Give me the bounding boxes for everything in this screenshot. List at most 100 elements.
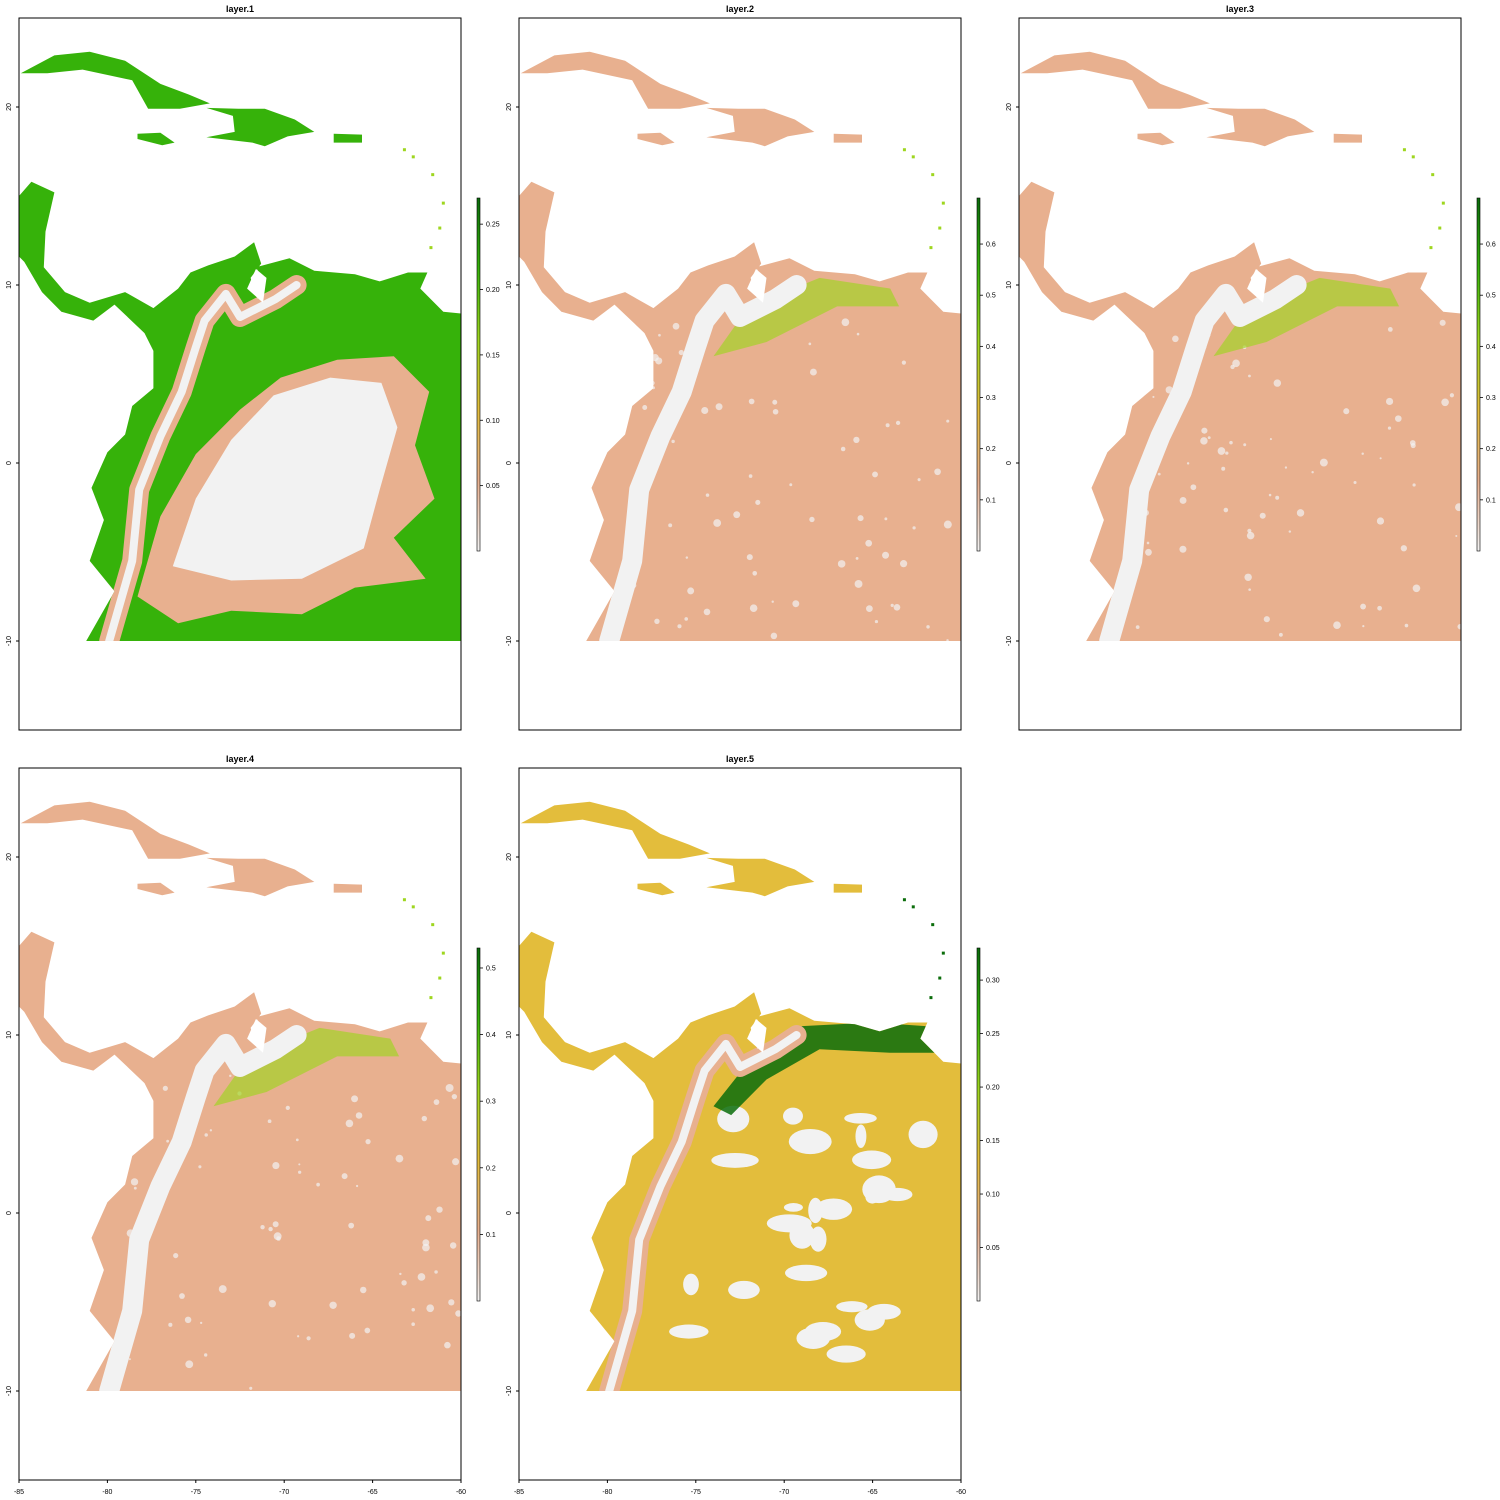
raster-speck	[668, 523, 673, 528]
raster-speck	[184, 1316, 192, 1324]
raster-speck	[771, 600, 774, 603]
raster-speck	[748, 398, 755, 405]
raster-speck	[872, 471, 878, 478]
land-raster	[19, 801, 461, 1391]
raster-speck	[857, 515, 864, 522]
lake-maracaibo	[747, 269, 767, 303]
raster-speck	[1248, 588, 1251, 591]
raster-speck	[316, 1182, 320, 1187]
raster-speck	[1361, 452, 1364, 455]
legend-tick-label: 0.25	[986, 1031, 1000, 1038]
raster-speck	[900, 560, 908, 568]
raster-speck	[421, 1115, 428, 1122]
y-tick-label: 20	[506, 103, 513, 111]
raster-low	[809, 1226, 827, 1252]
raster-low	[683, 1273, 699, 1296]
island-pixel	[431, 173, 435, 177]
raster-speck	[772, 408, 779, 415]
raster-low	[826, 1345, 866, 1363]
raster-speck	[1360, 603, 1367, 610]
island-pixel	[411, 905, 415, 909]
island-pixel	[938, 226, 942, 230]
raster-speck	[755, 499, 761, 505]
raster-speck	[451, 1093, 458, 1100]
island-pixel	[441, 951, 445, 955]
island-pixel	[911, 905, 915, 909]
raster-low	[717, 1105, 750, 1133]
legend-tick-label: 0.4	[1486, 344, 1496, 351]
raster-speck	[671, 439, 675, 444]
legend-tick-label: 0.30	[986, 978, 1000, 985]
raster-speck	[703, 608, 711, 616]
land-raster	[1019, 51, 1461, 642]
raster-low	[669, 1324, 709, 1339]
legend-colorbar	[976, 197, 981, 552]
raster-speck	[1229, 440, 1233, 445]
raster-speck	[436, 1206, 443, 1213]
raster-speck	[687, 587, 695, 595]
raster-low	[908, 1120, 938, 1149]
raster-speck	[365, 1139, 371, 1145]
panel-title: layer.2	[726, 4, 754, 14]
raster-speck	[1395, 415, 1402, 422]
raster-low	[788, 1128, 832, 1155]
raster-speck	[351, 1095, 359, 1103]
raster-speck	[809, 516, 815, 523]
raster-speck	[1377, 605, 1382, 611]
raster-speck	[1343, 408, 1350, 415]
raster-speck	[1319, 458, 1328, 467]
raster-speck	[808, 342, 812, 346]
andes-ridge	[105, 281, 301, 642]
raster-speck	[654, 618, 660, 624]
legend-tick-label: 0.05	[486, 483, 500, 490]
raster-speck	[946, 419, 950, 423]
raster-speck	[854, 580, 863, 588]
x-tick-label: -80	[102, 1489, 112, 1496]
andes-ridge	[605, 281, 801, 642]
legend-tick-label: 0.2	[986, 446, 996, 453]
raster-low	[766, 1214, 812, 1233]
map-panel-2: layer.2 20 10 0 -10 0.6 0.5 0.4 0.3 0.2 0.1	[506, 4, 996, 731]
y-tick-label: 10	[506, 281, 513, 289]
raster-low	[711, 1152, 759, 1168]
land-raster	[519, 801, 961, 1391]
raster-speck	[1412, 483, 1416, 487]
raster-speck	[1230, 364, 1235, 370]
raster-speck	[934, 468, 941, 476]
raster-speck	[1275, 495, 1280, 500]
y-tick-label: 0	[506, 1211, 513, 1215]
y-tick-label: 10	[6, 1031, 13, 1039]
raster-speck	[1225, 451, 1229, 455]
raster-speck	[677, 624, 682, 629]
raster-speck	[1269, 438, 1272, 441]
legend-tick-label: 0.6	[986, 242, 996, 249]
raster-speck	[360, 1286, 367, 1294]
raster-speck	[422, 1239, 430, 1247]
island-pixel	[941, 951, 945, 955]
raster-speck	[658, 333, 661, 337]
lake-maracaibo	[747, 1019, 767, 1053]
raster-speck	[917, 478, 921, 482]
raster-base	[519, 51, 961, 642]
raster-speck	[1387, 326, 1393, 332]
raster-speck	[1284, 466, 1288, 469]
y-tick-label: 10	[6, 281, 13, 289]
legend-colorbar	[976, 947, 981, 1302]
y-tick-label: 0	[506, 461, 513, 465]
raster-speck	[1288, 530, 1292, 533]
raster-speck	[1410, 442, 1416, 449]
raster-low	[804, 1321, 842, 1342]
y-tick-label: -10	[506, 636, 513, 646]
island-pixel	[902, 148, 906, 152]
plot-frame	[18, 767, 462, 1481]
raster-speck	[399, 1272, 402, 1276]
map-panel-3: layer.3 20 10 0 -10 0.6 0.5 0.4 0.3 0.2 0.1	[1006, 4, 1496, 731]
raster-speck	[449, 1242, 457, 1249]
y-tick-label: 20	[6, 853, 13, 861]
raster-low	[836, 1301, 868, 1313]
raster-speck	[1404, 623, 1409, 628]
raster-speck	[1146, 541, 1150, 545]
land-raster	[519, 51, 961, 642]
raster-speck	[348, 1222, 355, 1229]
raster-speck	[1217, 447, 1226, 455]
